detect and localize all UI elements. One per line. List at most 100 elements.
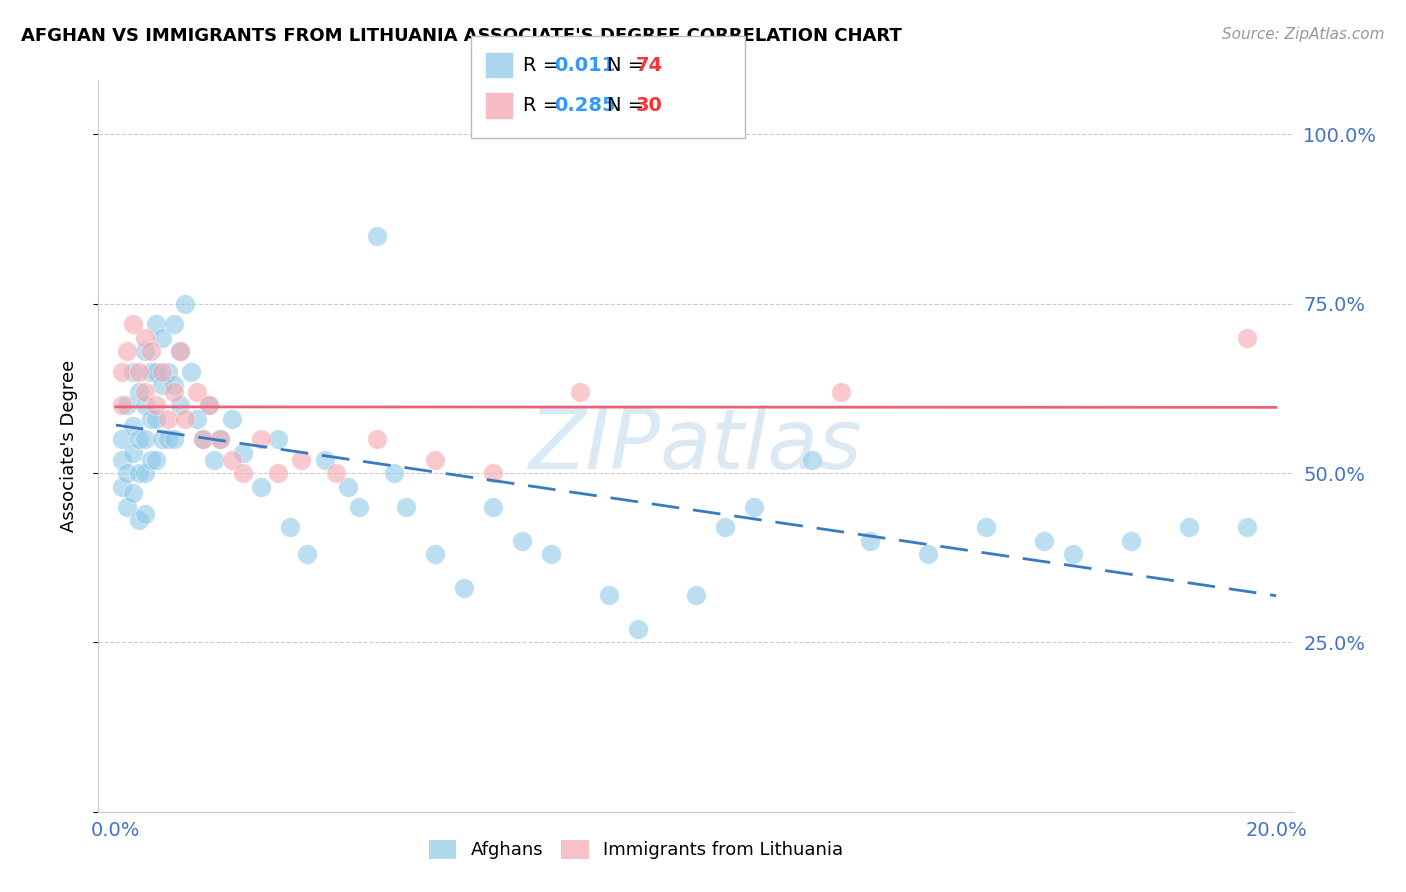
Point xyxy=(510,533,533,548)
Point xyxy=(117,466,139,480)
Text: AFGHAN VS IMMIGRANTS FROM LITHUANIA ASSOCIATE'S DEGREE CORRELATION CHART: AFGHAN VS IMMIGRANTS FROM LITHUANIA ASSO… xyxy=(21,27,901,45)
Point xyxy=(290,452,312,467)
Point xyxy=(128,432,150,446)
Point xyxy=(128,364,150,378)
Point xyxy=(145,398,167,412)
Point xyxy=(482,466,505,480)
Point xyxy=(267,466,290,480)
Point xyxy=(117,500,139,514)
Point xyxy=(111,452,134,467)
Point xyxy=(1236,520,1258,534)
Point xyxy=(859,533,882,548)
Point xyxy=(174,297,197,311)
Point xyxy=(111,432,134,446)
Point xyxy=(297,547,319,561)
Point xyxy=(197,398,219,412)
Point xyxy=(325,466,347,480)
Point xyxy=(111,398,134,412)
Point xyxy=(209,432,232,446)
Point xyxy=(204,452,226,467)
Point xyxy=(627,622,650,636)
Point xyxy=(382,466,405,480)
Point xyxy=(145,412,167,426)
Point xyxy=(163,384,186,399)
Point xyxy=(163,378,186,392)
Point xyxy=(150,432,173,446)
Point xyxy=(145,317,167,331)
Point xyxy=(685,588,707,602)
Legend: Afghans, Immigrants from Lithuania: Afghans, Immigrants from Lithuania xyxy=(420,831,852,869)
Point xyxy=(191,432,214,446)
Text: N =: N = xyxy=(607,95,651,115)
Point xyxy=(366,229,388,244)
Text: 0.285: 0.285 xyxy=(554,95,616,115)
Point xyxy=(117,398,139,412)
Point xyxy=(150,378,173,392)
Text: 30: 30 xyxy=(636,95,662,115)
Point xyxy=(366,432,388,446)
Point xyxy=(423,547,446,561)
Point xyxy=(1062,547,1084,561)
Point xyxy=(186,412,208,426)
Point xyxy=(191,432,214,446)
Point xyxy=(139,452,162,467)
Text: R =: R = xyxy=(523,55,565,75)
Point xyxy=(157,412,180,426)
Point xyxy=(128,466,150,480)
Text: N =: N = xyxy=(607,55,651,75)
Point xyxy=(742,500,765,514)
Point xyxy=(453,581,475,595)
Point xyxy=(349,500,371,514)
Point xyxy=(134,344,156,359)
Point xyxy=(157,432,180,446)
Point xyxy=(150,364,173,378)
Point xyxy=(221,412,243,426)
Point xyxy=(169,344,191,359)
Point xyxy=(145,364,167,378)
Point xyxy=(122,418,145,433)
Point xyxy=(180,364,202,378)
Point xyxy=(917,547,939,561)
Text: 74: 74 xyxy=(636,55,662,75)
Point xyxy=(267,432,290,446)
Point xyxy=(197,398,219,412)
Point xyxy=(157,364,180,378)
Point xyxy=(122,446,145,460)
Point xyxy=(598,588,620,602)
Point xyxy=(111,364,134,378)
Text: 0.011: 0.011 xyxy=(554,55,616,75)
Text: Source: ZipAtlas.com: Source: ZipAtlas.com xyxy=(1222,27,1385,42)
Point xyxy=(117,344,139,359)
Point xyxy=(801,452,824,467)
Text: ZIPatlas: ZIPatlas xyxy=(529,406,863,486)
Point xyxy=(278,520,301,534)
Point xyxy=(232,446,254,460)
Point xyxy=(540,547,562,561)
Point xyxy=(134,331,156,345)
Point xyxy=(134,384,156,399)
Point xyxy=(134,398,156,412)
Point xyxy=(423,452,446,467)
Point xyxy=(830,384,852,399)
Point xyxy=(139,412,162,426)
Point xyxy=(336,480,359,494)
Point xyxy=(232,466,254,480)
Y-axis label: Associate's Degree: Associate's Degree xyxy=(59,359,77,533)
Point xyxy=(174,412,197,426)
Point xyxy=(111,480,134,494)
Point xyxy=(163,317,186,331)
Point xyxy=(128,384,150,399)
Point xyxy=(139,344,162,359)
Point xyxy=(169,398,191,412)
Point xyxy=(221,452,243,467)
Point xyxy=(974,520,997,534)
Point xyxy=(134,507,156,521)
Point xyxy=(145,452,167,467)
Point xyxy=(186,384,208,399)
Point xyxy=(163,432,186,446)
Point xyxy=(139,364,162,378)
Point xyxy=(1236,331,1258,345)
Point xyxy=(250,432,273,446)
Point xyxy=(150,331,173,345)
Point xyxy=(395,500,418,514)
